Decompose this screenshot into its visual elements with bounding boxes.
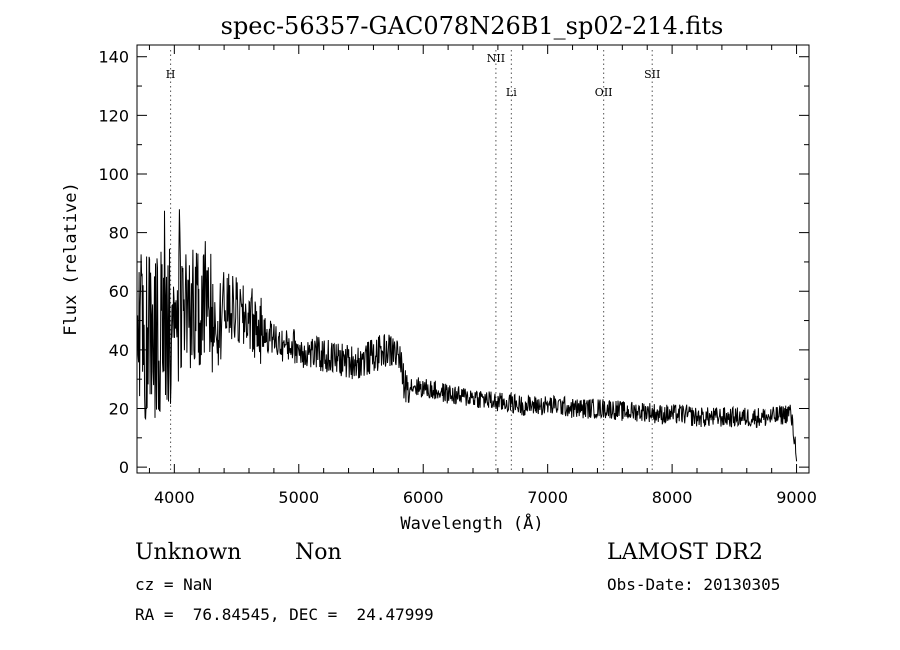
y-axis-label: Flux (relative) [61,182,81,336]
coordinates-text: RA = 76.84545, DEC = 24.47999 [135,605,434,624]
spectral-line-label: H [166,68,176,81]
y-tick-label: 20 [109,400,129,419]
y-tick-label: 140 [98,48,129,67]
y-axis-ticks: 0 20 40 60 80 100 120 140 [98,48,809,477]
x-axis-label: Wavelength (Å) [400,512,543,534]
x-tick-label: 9000 [776,488,817,507]
subclass-label: Non [295,540,342,565]
redshift-text: cz = NaN [135,575,212,594]
y-tick-label: 100 [98,165,129,184]
y-tick-label: 80 [109,224,129,243]
spectral-line-label: NII [487,52,505,65]
x-axis-ticks: 4000 5000 6000 7000 8000 9000 [148,45,817,507]
x-tick-label: 6000 [403,488,444,507]
y-tick-label: 40 [109,341,129,360]
x-tick-label: 5000 [278,488,319,507]
obs-date-text: Obs-Date: 20130305 [607,575,780,594]
chart-title: spec-56357-GAC078N26B1_sp02-214.fits [221,12,724,40]
y-tick-label: 60 [109,282,129,301]
y-tick-label: 0 [119,458,129,477]
class-label: Unknown [135,540,241,565]
spectral-line-label: OII [595,86,613,99]
spectrum-series [137,209,798,462]
x-tick-label: 4000 [154,488,195,507]
spectral-line-label: SII [644,68,660,81]
plot-frame [136,44,810,474]
x-tick-label: 7000 [527,488,568,507]
spectral-line-label: Li [506,86,517,99]
x-tick-label: 8000 [652,488,693,507]
y-tick-label: 120 [98,106,129,125]
survey-label: LAMOST DR2 [607,540,763,565]
spectrum-line [137,209,798,462]
